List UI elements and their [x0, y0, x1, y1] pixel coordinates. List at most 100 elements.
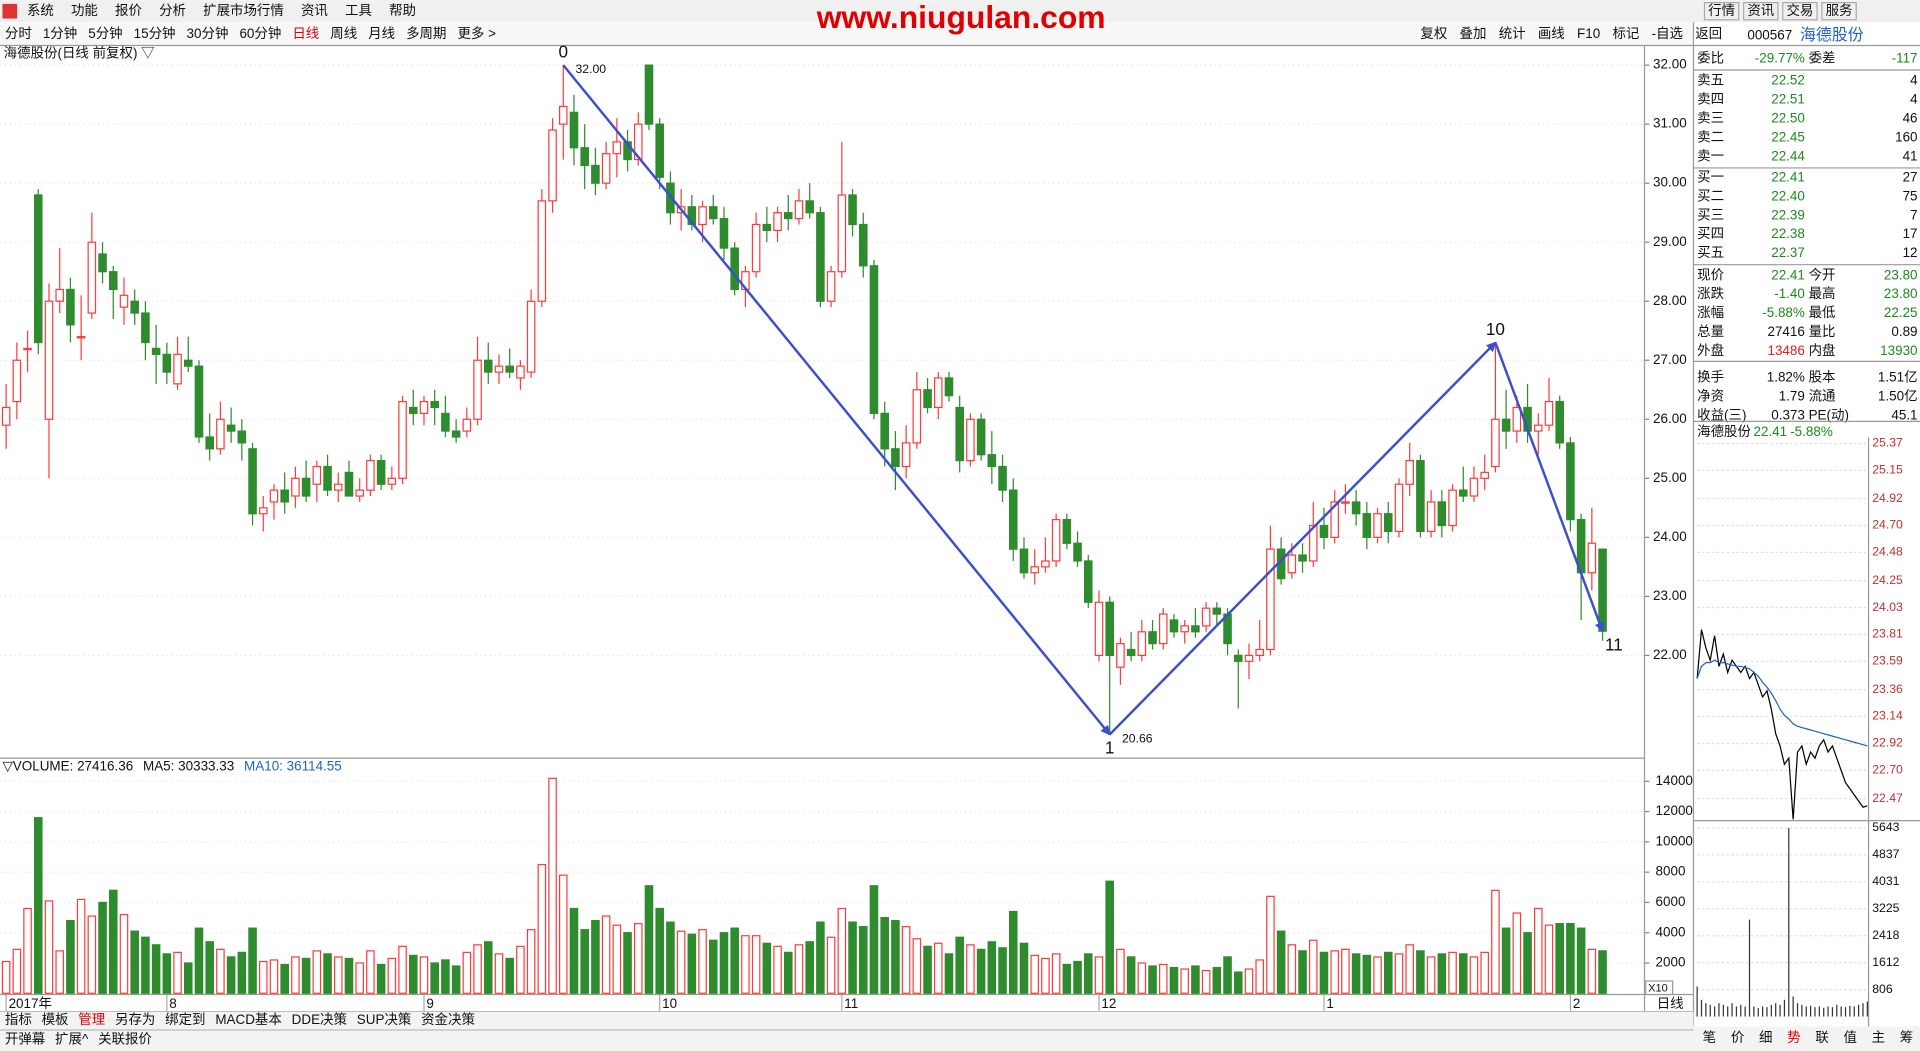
side-tab[interactable]: 联 — [1815, 1030, 1828, 1045]
volume-bar — [258, 960, 268, 994]
candle-body — [1544, 400, 1554, 426]
top-button-box[interactable] — [1743, 2, 1779, 21]
side-tab[interactable]: 势 — [1787, 1030, 1800, 1045]
bottom-tab[interactable]: 绑定到 — [165, 1012, 205, 1027]
volume-bar — [1212, 966, 1222, 994]
quote-text: 买一 — [1697, 169, 1724, 184]
candle-body — [751, 223, 761, 273]
menu-item[interactable]: 分析 — [159, 3, 186, 18]
volume-bar — [1351, 953, 1361, 994]
volume-bar — [612, 924, 622, 994]
bottom-tab[interactable]: 指标 — [5, 1012, 32, 1027]
candle-body — [12, 359, 22, 403]
period-button[interactable]: 更多 > — [457, 25, 496, 41]
candle-body — [483, 359, 493, 373]
volume-bar — [966, 944, 975, 994]
bottom-tab[interactable]: 资金决策 — [421, 1011, 475, 1027]
tool-button[interactable]: 画线 — [1538, 26, 1565, 41]
volume-bar — [1255, 959, 1264, 994]
top-button[interactable]: 行情 — [1708, 3, 1735, 18]
tool-button[interactable]: F10 — [1577, 26, 1600, 41]
period-button[interactable]: 分时 — [5, 26, 32, 41]
bottom-tab[interactable]: 扩展^ — [55, 1031, 89, 1046]
quote-text: 22.38 — [1771, 226, 1805, 241]
candle-body — [226, 424, 236, 432]
period-button[interactable]: 5分钟 — [88, 25, 122, 41]
menu-item[interactable]: 工具 — [345, 3, 372, 18]
menu-item[interactable]: 帮助 — [389, 3, 416, 18]
bottom-tab[interactable]: 管理 — [78, 1012, 105, 1027]
top-button[interactable]: 服务 — [1826, 3, 1853, 18]
bottom-tab[interactable]: 另存为 — [115, 1012, 155, 1027]
candle-body — [1362, 513, 1372, 538]
menu-item[interactable]: 报价 — [115, 3, 142, 18]
volume-bar — [1383, 951, 1393, 994]
period-button[interactable]: 60分钟 — [239, 25, 281, 41]
tool-button[interactable]: 复权 — [1420, 25, 1447, 41]
tool-button[interactable]: 标记 — [1612, 26, 1639, 41]
period-button[interactable]: 月线 — [368, 26, 395, 41]
y-tick-label: 4000 — [1656, 924, 1686, 939]
volume-bar — [548, 777, 557, 994]
volume-bar — [580, 929, 589, 994]
candle-body — [933, 377, 943, 409]
volume-bar — [1544, 924, 1554, 994]
y-tick-label: 23.36 — [1872, 682, 1903, 696]
candle-body — [237, 430, 247, 444]
quote-text: 卖二 — [1697, 130, 1724, 145]
volume-bar — [366, 950, 375, 994]
period-button[interactable]: 周线 — [330, 26, 357, 41]
side-tab[interactable]: 笔 — [1703, 1030, 1716, 1045]
candle-body — [655, 123, 664, 178]
menu-item[interactable]: 资讯 — [301, 3, 328, 18]
volume-bar — [1523, 932, 1532, 994]
quote-text: 22.37 — [1771, 245, 1805, 260]
bottom-tab[interactable]: 关联报价 — [98, 1031, 152, 1046]
bottom-tab[interactable]: 模板 — [42, 1012, 69, 1027]
top-button-box[interactable] — [1821, 2, 1857, 21]
tool-button[interactable]: -自选 — [1652, 26, 1683, 41]
quote-text: -5.88% — [1790, 424, 1833, 439]
volume-bar — [891, 919, 900, 994]
bottom-tab[interactable]: DDE决策 — [292, 1011, 348, 1027]
side-tab[interactable]: 价 — [1731, 1030, 1745, 1045]
bottom-tab[interactable]: 开弹幕 — [5, 1031, 46, 1046]
volume-bar — [173, 951, 182, 994]
period-button[interactable]: 30分钟 — [187, 25, 229, 41]
volume-bar — [698, 929, 707, 994]
period-button[interactable]: 多周期 — [406, 25, 446, 41]
tool-button[interactable]: 返回 — [1695, 26, 1722, 41]
side-tab[interactable]: 值 — [1843, 1030, 1856, 1045]
top-button-box[interactable] — [1703, 2, 1740, 21]
y2-tick-label: 3225 — [1872, 901, 1899, 915]
y-tick-label: 14000 — [1656, 773, 1693, 788]
candle-body — [1598, 548, 1607, 632]
volume-bar — [1341, 948, 1350, 994]
period-button[interactable]: 日线 — [292, 26, 319, 41]
menu-item[interactable]: 系统 — [27, 3, 54, 18]
candle-body — [1212, 607, 1222, 615]
candle-body — [1051, 519, 1061, 562]
quote-text: 17 — [1903, 226, 1918, 241]
quote-text: 卖五 — [1697, 73, 1724, 88]
tool-button[interactable]: 叠加 — [1460, 26, 1487, 41]
side-tab[interactable]: 筹 — [1900, 1029, 1913, 1045]
top-button-box[interactable] — [1782, 2, 1818, 21]
top-button[interactable]: 资讯 — [1747, 3, 1774, 18]
volume-bar — [751, 935, 761, 994]
side-tab[interactable]: 细 — [1759, 1030, 1772, 1045]
tool-button[interactable]: 统计 — [1499, 26, 1526, 41]
period-button[interactable]: 15分钟 — [134, 25, 176, 41]
period-button[interactable]: 1分钟 — [43, 25, 77, 41]
side-tab[interactable]: 主 — [1872, 1030, 1885, 1045]
bottom-bar — [0, 1011, 1694, 1051]
menu-item[interactable]: 扩展市场行情 — [203, 2, 284, 18]
y2-tick-label: 1612 — [1872, 955, 1899, 969]
bottom-tab[interactable]: MACD基本 — [215, 1011, 282, 1027]
bottom-tab[interactable]: SUP决策 — [357, 1011, 412, 1027]
top-button[interactable]: 交易 — [1786, 2, 1813, 18]
menu-item[interactable]: 功能 — [71, 3, 98, 18]
volume-bar — [344, 957, 354, 994]
wave-label: 1 — [1105, 738, 1115, 758]
quote-text: 换手 — [1697, 370, 1724, 385]
